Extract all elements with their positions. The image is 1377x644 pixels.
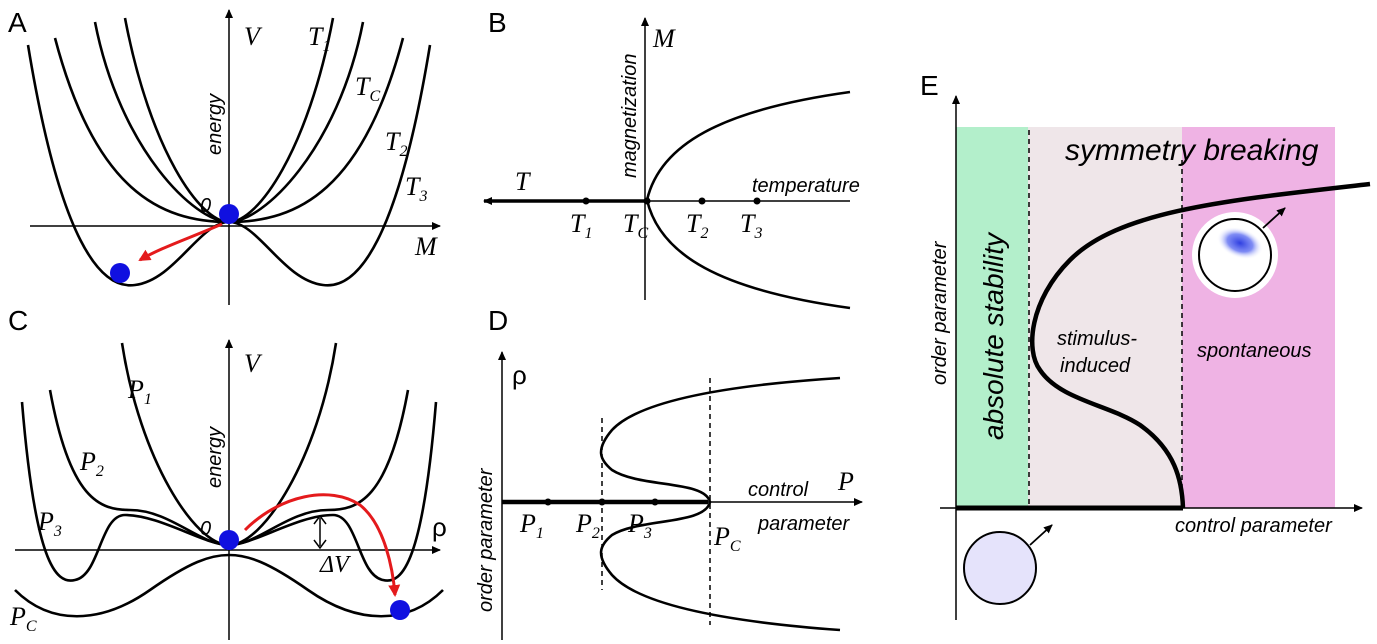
- c-label-p1: P1: [127, 375, 152, 408]
- a-label-m: M: [414, 232, 438, 261]
- d-tick-p3: P3: [627, 509, 652, 542]
- d-tick-p2: P2: [575, 509, 600, 542]
- panel-c: C V ρ 0 energy ΔV P1 P2 P3 PC: [8, 305, 447, 640]
- b-tick-t1: T1: [570, 209, 592, 242]
- panel-b: B M T magnetization temperature T1 TC T2…: [483, 7, 860, 310]
- b-label-m: M: [652, 24, 676, 53]
- c-label-zero: 0: [200, 518, 211, 540]
- d-tick-dot-p1: [544, 498, 552, 506]
- panel-a: A V M 0 energy T1 TC T2 T3: [8, 7, 441, 305]
- b-tick-t2: T2: [686, 209, 708, 242]
- d-label-p: P: [837, 467, 854, 496]
- d-lower-branch: [599, 501, 841, 632]
- d-label-order-parameter: order parameter: [475, 467, 497, 612]
- e-disc-circle: [963, 531, 1037, 605]
- e-label-spontaneous: spontaneous: [1197, 340, 1312, 362]
- e-region-stimulus-induced: [1028, 127, 1182, 508]
- e-label-absolute-stability: absolute stability: [978, 231, 1009, 440]
- panel-letter-c: C: [8, 305, 28, 336]
- e-order-curve: [1029, 181, 1371, 509]
- d-tick-p1: P1: [519, 509, 544, 542]
- e-label-control-parameter: control parameter: [1175, 515, 1333, 537]
- b-label-magnetization: magnetization: [619, 53, 641, 178]
- b-label-t: T: [515, 167, 531, 196]
- e-inset-blob: [1216, 226, 1264, 260]
- e-region-absolute-stability: [956, 127, 1028, 508]
- c-label-pc: PC: [9, 602, 37, 635]
- c-delta-v-down: [313, 539, 327, 550]
- panel-letter-e: E: [920, 70, 939, 101]
- b-label-temperature: temperature: [752, 175, 860, 197]
- d-tick-dot-p2: [598, 498, 606, 506]
- b-tick-tc: TC: [623, 209, 648, 242]
- d-tick-dot-p3: [651, 498, 659, 506]
- e-inset-arrow: [1262, 207, 1286, 229]
- a-label-t3: T3: [405, 172, 427, 205]
- panel-letter-b: B: [488, 7, 507, 38]
- panel-letter-d: D: [488, 305, 508, 336]
- c-ball-center: [219, 530, 239, 550]
- a-label-tc: TC: [355, 72, 380, 105]
- a-ball-top: [219, 204, 239, 224]
- a-label-zero: 0: [200, 195, 211, 217]
- d-label-parameter: parameter: [757, 513, 850, 535]
- panel-e: E symmetry breaking absolute stability s…: [920, 70, 1371, 620]
- a-ball-bottom: [110, 263, 130, 283]
- c-label-p2: P2: [79, 447, 104, 480]
- a-label-v: V: [244, 22, 263, 51]
- d-label-rho: ρ: [512, 360, 527, 390]
- b-tick-dot-t2: [698, 197, 706, 205]
- c-curve-pc: [14, 553, 444, 618]
- a-label-energy: energy: [204, 93, 226, 155]
- a-label-t2: T2: [385, 127, 407, 160]
- a-red-arrow: [138, 222, 223, 262]
- d-tick-pc: PC: [713, 522, 741, 555]
- b-parabola: [645, 90, 851, 310]
- e-region-spontaneous: [1182, 127, 1335, 508]
- c-label-p3: P3: [37, 507, 62, 540]
- panel-d: D ρ P order parameter control parameter …: [475, 305, 863, 640]
- e-label-symmetry-breaking: symmetry breaking: [1065, 134, 1319, 167]
- e-label-stimulus: stimulus-: [1057, 328, 1137, 350]
- b-tick-t3: T3: [740, 209, 762, 242]
- c-red-arrow: [243, 493, 401, 597]
- c-ball-right: [390, 600, 410, 620]
- b-tick-dot-t3: [753, 197, 761, 205]
- e-disc-arrow: [1029, 524, 1053, 546]
- d-upper-branch: [599, 376, 841, 503]
- panel-letter-a: A: [8, 7, 27, 38]
- c-label-v: V: [244, 349, 263, 378]
- c-label-energy: energy: [204, 426, 226, 488]
- d-label-control: control: [748, 479, 809, 501]
- a-label-t1: T1: [308, 22, 330, 55]
- b-tick-dot-tc: [643, 197, 651, 205]
- b-tick-dot-t1: [582, 197, 590, 205]
- e-label-order-parameter: order parameter: [929, 240, 951, 385]
- c-label-rho: ρ: [432, 512, 447, 542]
- c-label-delta-v: ΔV: [319, 552, 351, 578]
- e-label-induced: induced: [1060, 355, 1131, 377]
- c-delta-v-up: [313, 514, 327, 525]
